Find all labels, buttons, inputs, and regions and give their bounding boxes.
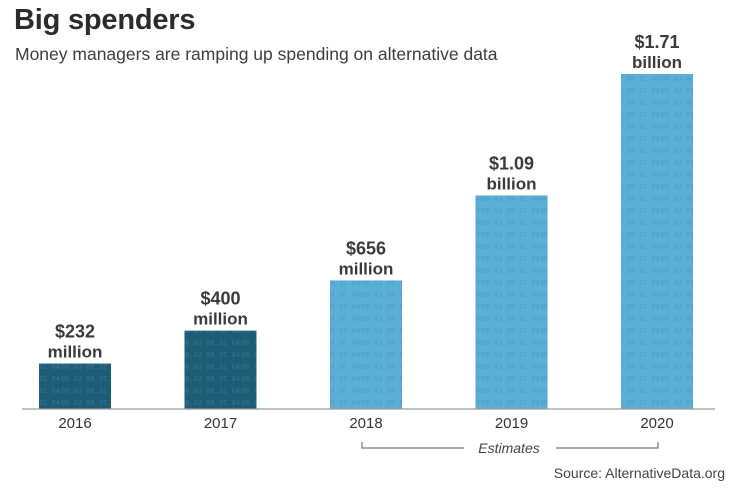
data-label-unit: billion: [632, 53, 682, 72]
bar-texture-2020: [621, 74, 693, 409]
data-label-unit: billion: [486, 174, 536, 193]
data-label-unit: million: [339, 259, 394, 278]
x-tick-label: 2019: [495, 415, 528, 432]
data-label-amount: $1.09: [489, 153, 534, 173]
chart-subtitle: Money managers are ramping up spending o…: [15, 44, 498, 64]
source-note: Source: AlternativeData.org: [553, 465, 725, 481]
x-tick-label: 2018: [349, 415, 382, 432]
data-label-amount: $656: [346, 238, 386, 258]
data-label-unit: million: [48, 343, 103, 362]
x-tick-label: 2020: [640, 415, 673, 432]
bar-texture-2018: [330, 280, 402, 409]
data-label-amount: $400: [200, 289, 240, 309]
data-label-unit: million: [193, 310, 248, 329]
estimates-bracket: [361, 442, 659, 449]
estimates-label: Estimates: [478, 440, 540, 456]
x-tick-label: 2016: [58, 415, 91, 432]
bar-texture-2019: [475, 195, 548, 409]
data-label-amount: $232: [55, 322, 95, 342]
bar-texture-2017: [184, 330, 257, 409]
x-tick-label: 2017: [204, 415, 237, 432]
bar-texture-2016: [39, 363, 111, 409]
chart-title: Big spenders: [14, 4, 196, 36]
data-label-amount: $1.71: [634, 32, 679, 52]
